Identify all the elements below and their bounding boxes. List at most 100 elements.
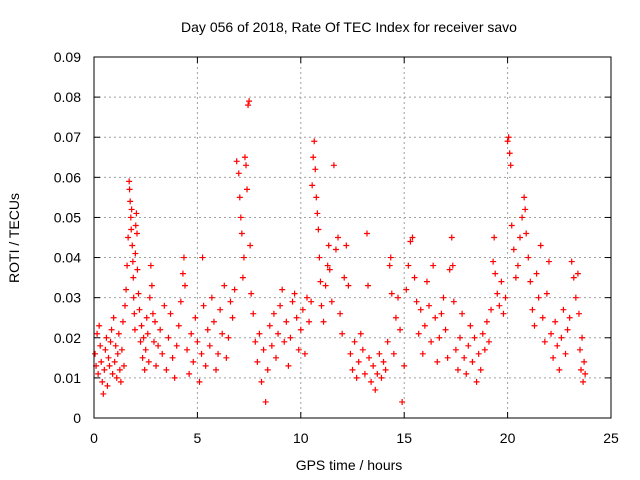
data-point: [100, 390, 107, 397]
data-point: [337, 310, 344, 317]
data-point: [521, 194, 528, 201]
data-points: [92, 98, 589, 405]
data-point: [558, 334, 565, 341]
data-point: [325, 242, 332, 249]
data-point: [386, 262, 393, 269]
data-point: [512, 274, 519, 281]
data-point: [523, 230, 530, 237]
data-point: [473, 378, 480, 385]
x-tick-label: 10: [293, 430, 309, 446]
data-point: [94, 330, 101, 337]
data-point: [492, 270, 499, 277]
data-point: [279, 286, 286, 293]
data-point: [134, 266, 141, 273]
data-point: [98, 358, 105, 365]
data-point: [137, 338, 144, 345]
data-point: [419, 350, 426, 357]
data-point: [341, 274, 348, 281]
data-point: [405, 262, 412, 269]
data-point: [106, 362, 113, 369]
data-point: [127, 214, 134, 221]
data-point: [138, 322, 145, 329]
data-point: [545, 258, 552, 265]
data-point: [576, 346, 583, 353]
y-tick-labels: 0 0.01 0.02 0.03 0.04 0.05 0.06 0.07 0.08 0.09: [54, 49, 81, 426]
data-point: [206, 342, 213, 349]
data-point: [104, 382, 111, 389]
data-point: [312, 166, 319, 173]
data-point: [502, 294, 509, 301]
x-tick-labels: 0 5 10 15 20 25: [90, 430, 619, 446]
data-point: [159, 350, 166, 357]
data-point: [124, 262, 131, 269]
data-point: [421, 322, 428, 329]
data-point: [179, 270, 186, 277]
data-point: [351, 338, 358, 345]
data-point: [430, 262, 437, 269]
data-point: [287, 334, 294, 341]
data-point: [361, 370, 368, 377]
data-point: [394, 294, 401, 301]
data-point: [217, 306, 224, 313]
data-point: [120, 362, 127, 369]
data-point: [328, 298, 335, 305]
data-point: [127, 198, 134, 205]
data-point: [270, 310, 277, 317]
data-point: [311, 138, 318, 145]
data-point: [215, 350, 222, 357]
data-point: [144, 330, 151, 337]
data-point: [359, 346, 366, 353]
y-tick-label: 0.02: [54, 330, 81, 346]
data-point: [242, 162, 249, 169]
data-point: [411, 274, 418, 281]
data-point: [387, 254, 394, 261]
data-point: [171, 374, 178, 381]
data-point: [578, 366, 585, 373]
data-point: [504, 138, 511, 145]
data-point: [227, 298, 234, 305]
data-point: [514, 262, 521, 269]
data-point: [322, 282, 329, 289]
data-point: [556, 366, 563, 373]
data-point: [258, 378, 265, 385]
data-point: [247, 242, 254, 249]
data-point: [233, 158, 240, 165]
data-point: [102, 346, 109, 353]
data-point: [236, 194, 243, 201]
data-point: [347, 350, 354, 357]
data-point: [490, 258, 497, 265]
data-point: [99, 378, 106, 385]
data-point: [417, 306, 424, 313]
data-point: [130, 294, 137, 301]
data-point: [507, 162, 514, 169]
data-point: [580, 378, 587, 385]
y-tick-label: 0.07: [54, 129, 81, 145]
data-point: [517, 234, 524, 241]
data-point: [376, 350, 383, 357]
data-point: [147, 262, 154, 269]
data-point: [145, 358, 152, 365]
y-tick-label: 0.09: [54, 49, 81, 65]
data-point: [570, 274, 577, 281]
x-tick-label: 15: [396, 430, 412, 446]
data-point: [355, 358, 362, 365]
data-point: [491, 234, 498, 241]
data-point: [281, 338, 288, 345]
data-point: [173, 342, 180, 349]
data-point: [527, 278, 534, 285]
data-point: [245, 102, 252, 109]
data-point: [533, 270, 540, 277]
data-point: [409, 234, 416, 241]
data-point: [208, 294, 215, 301]
data-point: [235, 170, 242, 177]
y-tick-label: 0.05: [54, 209, 81, 225]
axis-ticks: [93, 56, 612, 419]
data-point: [125, 234, 132, 241]
data-point: [537, 242, 544, 249]
data-point: [188, 330, 195, 337]
data-point: [316, 254, 323, 261]
data-point: [277, 302, 284, 309]
data-point: [477, 366, 484, 373]
data-point: [239, 274, 246, 281]
